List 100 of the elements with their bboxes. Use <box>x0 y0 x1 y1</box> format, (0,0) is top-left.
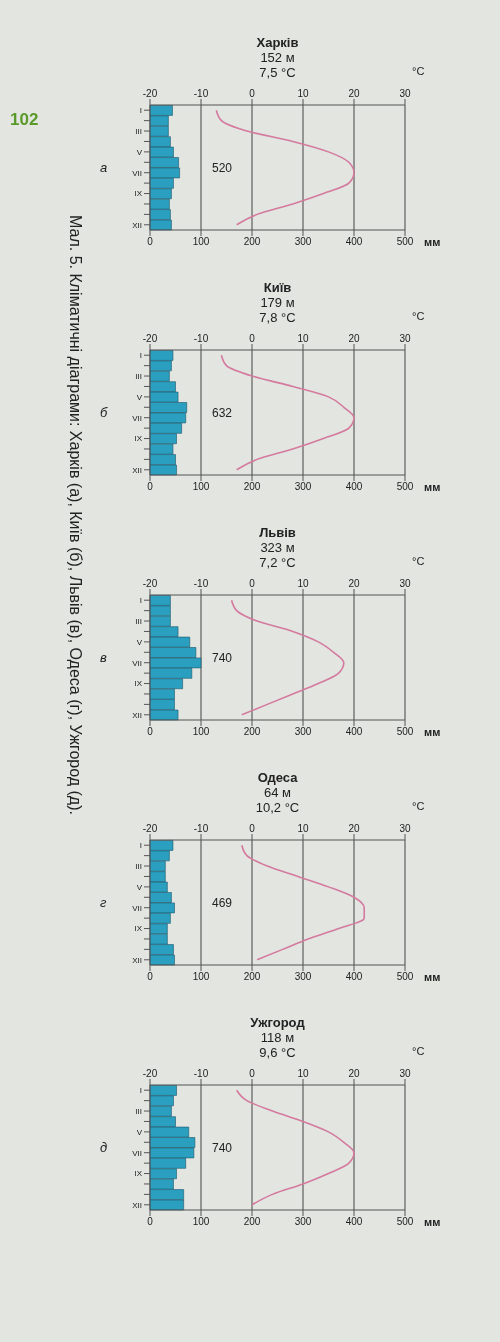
y-tick-label: VII <box>132 658 142 668</box>
x-axis-title: мм <box>424 481 441 493</box>
x2-tick-label: -10 <box>193 823 209 834</box>
x2-tick-label: -10 <box>193 1068 209 1079</box>
x-tick-label: 100 <box>192 236 210 248</box>
x2-axis-title: °C <box>412 1045 425 1057</box>
chart-subtitle: 323 м <box>259 540 296 555</box>
x2-tick-label: 10 <box>297 1068 309 1079</box>
x-tick-label: 200 <box>243 236 261 248</box>
y-tick-label: I <box>139 351 142 361</box>
x2-tick-label: 10 <box>297 333 309 344</box>
x2-tick-label: 0 <box>249 1068 256 1079</box>
x2-tick-label: 30 <box>399 578 411 589</box>
chart-subtitle: 64 м <box>263 785 292 800</box>
x-tick-label: 300 <box>294 1216 312 1228</box>
y-tick-label: XII <box>132 220 142 230</box>
y-tick-label: III <box>135 126 142 136</box>
chart-title: Ужгород <box>249 1015 306 1030</box>
x2-tick-label: 20 <box>348 88 360 99</box>
annotation: 520 <box>212 160 233 175</box>
x-tick-label: 300 <box>294 236 312 248</box>
x-tick-label: 200 <box>243 1216 261 1228</box>
y-tick-label: I <box>139 841 142 851</box>
text: 9,6 °C <box>258 1045 297 1060</box>
x2-tick-label: 30 <box>399 1068 411 1079</box>
y-tick-label: III <box>135 616 142 626</box>
x-tick-label: 200 <box>243 971 261 983</box>
y-tick-label: V <box>136 637 143 647</box>
x-tick-label: 400 <box>345 1216 363 1228</box>
y-tick-label: XII <box>132 1200 142 1210</box>
x-tick-label: 300 <box>294 971 312 983</box>
x2-axis-title: °C <box>412 555 425 567</box>
y-tick-label: VII <box>132 903 142 913</box>
x2-tick-label: 0 <box>249 88 256 99</box>
y-tick-label: I <box>139 596 142 606</box>
x-axis-title: мм <box>424 726 441 738</box>
y-tick-label: VII <box>132 168 142 178</box>
x2-tick-label: 20 <box>348 333 360 344</box>
x-tick-label: 100 <box>192 726 210 738</box>
x2-tick-label: -20 <box>142 1068 158 1079</box>
x-tick-label: 400 <box>345 971 363 983</box>
y-tick-label: IX <box>134 189 143 199</box>
x-tick-label: 500 <box>396 971 414 983</box>
x2-tick-label: 20 <box>348 578 360 589</box>
y-tick-label: I <box>139 1086 142 1096</box>
y-tick-label: XII <box>132 710 142 720</box>
chart-title: Одеса <box>256 770 299 785</box>
chart-title: Київ <box>262 280 293 295</box>
x-tick-label: 500 <box>396 726 414 738</box>
x-tick-label: 0 <box>147 1216 154 1228</box>
y-tick-label: I <box>139 106 142 116</box>
text: б <box>100 404 108 420</box>
text: в <box>100 649 107 665</box>
x-tick-label: 100 <box>192 971 210 983</box>
x2-axis-title: °C <box>412 310 425 322</box>
x2-tick-label: 20 <box>348 823 360 834</box>
x2-tick-label: 20 <box>348 1068 360 1079</box>
annotation: 632 <box>212 405 233 420</box>
x2-tick-label: 0 <box>249 823 256 834</box>
y-tick-label: V <box>136 147 143 157</box>
text: а <box>100 159 108 175</box>
x2-tick-label: 30 <box>399 88 411 99</box>
x-axis-title: мм <box>424 971 441 983</box>
y-tick-label: V <box>136 392 143 402</box>
x-tick-label: 0 <box>147 481 154 493</box>
x-tick-label: 500 <box>396 1216 414 1228</box>
chart-subtitle: 179 м <box>259 295 296 310</box>
x-axis-title: мм <box>424 1216 441 1228</box>
y-tick-label: IX <box>134 924 143 934</box>
x-tick-label: 100 <box>192 1216 210 1228</box>
x-tick-label: 400 <box>345 236 363 248</box>
y-tick-label: VII <box>132 413 142 423</box>
x2-tick-label: -20 <box>142 333 158 344</box>
text: г <box>100 894 107 910</box>
x-tick-label: 100 <box>192 481 210 493</box>
y-tick-label: V <box>136 1127 143 1137</box>
x2-tick-label: 0 <box>249 578 256 589</box>
y-tick-label: IX <box>134 679 143 689</box>
text: 10,2 °C <box>254 800 301 815</box>
annotation: 740 <box>212 1140 233 1155</box>
text: 7,2 °C <box>258 555 297 570</box>
x-tick-label: 400 <box>345 481 363 493</box>
y-tick-label: XII <box>132 465 142 475</box>
text: Мал. 5. Кліматичні діаграми: Харків (а), Київ (б), Львів (в), Одеса (г), Ужгород (д). <box>66 215 84 815</box>
x2-axis-title: °C <box>412 65 425 77</box>
text: 7,5 °C <box>258 65 297 80</box>
x2-tick-label: -10 <box>193 88 209 99</box>
chart-title: Львів <box>258 525 297 540</box>
chart-subtitle: 152 м <box>259 50 296 65</box>
x-tick-label: 500 <box>396 481 414 493</box>
x-tick-label: 200 <box>243 481 261 493</box>
x2-tick-label: -10 <box>193 333 209 344</box>
x-tick-label: 0 <box>147 236 154 248</box>
x-tick-label: 400 <box>345 726 363 738</box>
x2-tick-label: 10 <box>297 88 309 99</box>
x2-tick-label: -20 <box>142 88 158 99</box>
y-tick-label: III <box>135 861 142 871</box>
y-tick-label: III <box>135 1106 142 1116</box>
y-tick-label: V <box>136 882 143 892</box>
y-tick-label: IX <box>134 434 143 444</box>
